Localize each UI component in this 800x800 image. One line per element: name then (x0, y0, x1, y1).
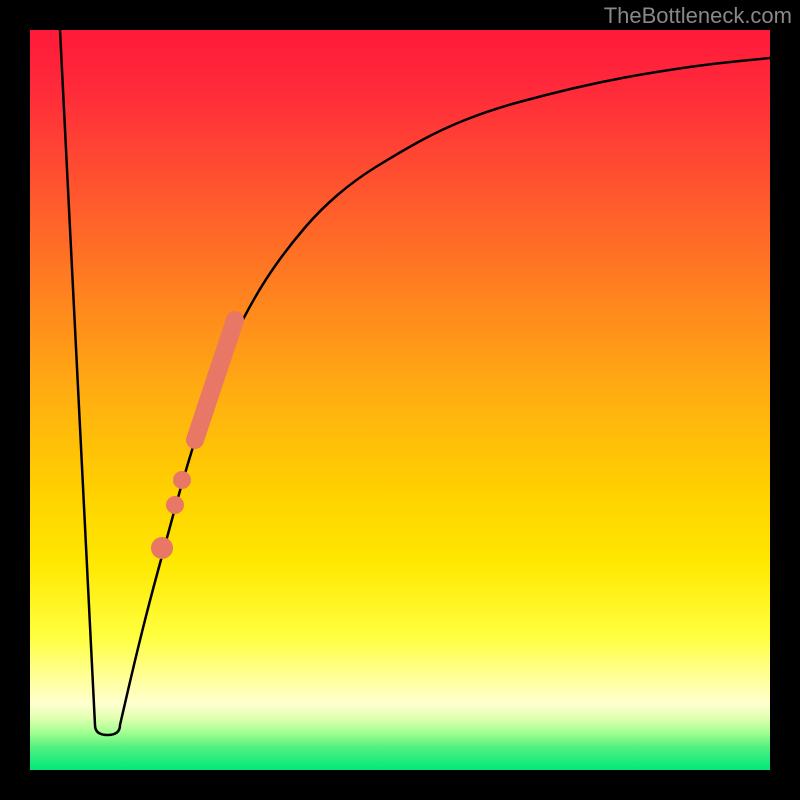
chart-background (30, 30, 770, 770)
marker-dot (166, 496, 184, 514)
bottleneck-chart (0, 0, 800, 800)
marker-dot (151, 537, 173, 559)
chart-container: TheBottleneck.com (0, 0, 800, 800)
watermark-text: TheBottleneck.com (604, 3, 792, 29)
marker-dot (173, 471, 191, 489)
